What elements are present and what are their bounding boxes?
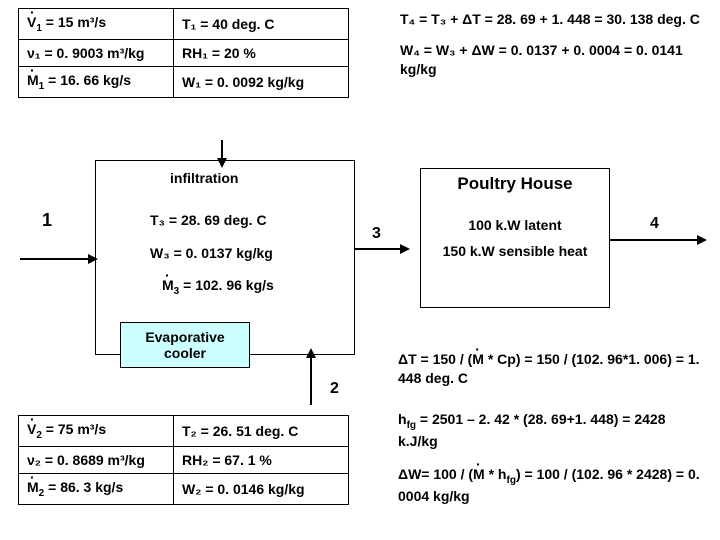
node-4: 4 bbox=[650, 215, 659, 233]
w4-calc: W₄ = W₃ + ΔW = 0. 0137 + 0. 0004 = 0. 01… bbox=[400, 41, 700, 79]
infiltration-label: infiltration bbox=[170, 170, 238, 186]
m2dot: = 86. 3 kg/s bbox=[48, 479, 123, 495]
state1-table: V1 = 15 m³/s T₁ = 40 deg. C ν₁ = 0. 9003… bbox=[18, 8, 349, 98]
t1: T₁ = 40 deg. C bbox=[174, 9, 349, 40]
t2: T₂ = 26. 51 deg. C bbox=[174, 416, 349, 447]
w3-label: W₃ = 0. 0137 kg/kg bbox=[150, 245, 273, 261]
arrow2-line bbox=[310, 355, 312, 405]
poultry-house-box: Poultry House 100 k.W latent 150 k.W sen… bbox=[420, 168, 610, 308]
arrow1-head bbox=[88, 254, 98, 264]
arrow2-head bbox=[306, 348, 316, 358]
w1: W₁ = 0. 0092 kg/kg bbox=[174, 66, 349, 97]
arrow4-head bbox=[697, 235, 707, 245]
m3-label: M3 = 102. 96 kg/s bbox=[162, 277, 274, 297]
m1dot: = 16. 66 kg/s bbox=[48, 72, 131, 88]
rh2: RH₂ = 67. 1 % bbox=[174, 446, 349, 473]
w2: W₂ = 0. 0146 kg/kg bbox=[174, 473, 349, 504]
node-3: 3 bbox=[372, 225, 381, 243]
node-1: 1 bbox=[42, 210, 52, 231]
v2dot: = 75 m³/s bbox=[46, 421, 106, 437]
evaporative-cooler: Evaporative cooler bbox=[120, 322, 250, 368]
infiltration-arrow-line bbox=[221, 140, 223, 160]
t3-label: T₃ = 28. 69 deg. C bbox=[150, 212, 267, 228]
hfg-calc: hfg = 2501 – 2. 42 * (28. 69+1. 448) = 2… bbox=[398, 410, 708, 451]
dt-calc: ΔT = 150 / (M * Cp) = 150 / (102. 96*1. … bbox=[398, 350, 708, 388]
v1dot: = 15 m³/s bbox=[46, 14, 106, 30]
poultry-latent: 100 k.W latent bbox=[421, 217, 609, 233]
nu1: ν₁ = 0. 9003 m³/kg bbox=[19, 39, 174, 66]
infiltration-arrow-head bbox=[217, 158, 227, 168]
dw-calc: ΔW= 100 / (M * hfg) = 100 / (102. 96 * 2… bbox=[398, 465, 708, 506]
state4-calc: T₄ = T₃ + ΔT = 28. 69 + 1. 448 = 30. 138… bbox=[400, 10, 700, 79]
arrow4-line bbox=[610, 239, 700, 241]
poultry-title: Poultry House bbox=[421, 174, 609, 194]
state2-table: V2 = 75 m³/s T₂ = 26. 51 deg. C ν₂ = 0. … bbox=[18, 415, 349, 505]
rh1: RH₁ = 20 % bbox=[174, 39, 349, 66]
poultry-sensible: 150 k.W sensible heat bbox=[421, 243, 609, 259]
arrow1-line bbox=[20, 258, 92, 260]
nu2: ν₂ = 0. 8689 m³/kg bbox=[19, 446, 174, 473]
node-2: 2 bbox=[330, 380, 339, 398]
arrow3-head bbox=[400, 244, 410, 254]
t4-calc: T₄ = T₃ + ΔT = 28. 69 + 1. 448 = 30. 138… bbox=[400, 10, 700, 29]
arrow3-line bbox=[355, 248, 403, 250]
